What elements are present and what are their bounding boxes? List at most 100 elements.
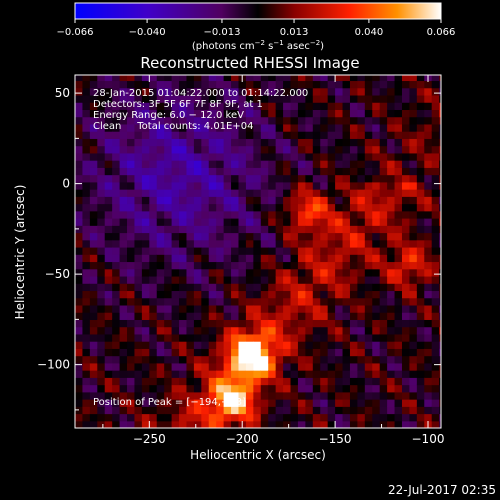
heatmap-cell bbox=[394, 246, 403, 255]
heatmap-cell bbox=[186, 109, 195, 118]
heatmap-cell bbox=[327, 355, 336, 364]
heatmap-cell bbox=[82, 297, 91, 306]
heatmap-cell bbox=[409, 348, 418, 357]
heatmap-cell bbox=[186, 362, 195, 371]
heatmap-cell bbox=[431, 341, 440, 349]
heatmap-cell bbox=[193, 362, 202, 371]
heatmap-cell bbox=[260, 167, 269, 176]
heatmap-cell bbox=[372, 160, 381, 168]
heatmap-cell bbox=[342, 160, 351, 168]
heatmap-cell bbox=[379, 181, 388, 190]
heatmap-cell bbox=[186, 232, 195, 241]
heatmap-cell bbox=[193, 377, 202, 386]
heatmap-cell bbox=[312, 312, 321, 320]
heatmap-cell bbox=[305, 232, 314, 241]
heatmap-cell bbox=[297, 239, 306, 248]
heatmap-cell bbox=[223, 254, 232, 263]
heatmap-cell bbox=[416, 210, 425, 219]
heatmap-cell bbox=[208, 370, 217, 378]
heatmap-cell bbox=[216, 189, 225, 197]
heatmap-cell bbox=[409, 160, 418, 168]
heatmap-cell bbox=[283, 160, 292, 168]
heatmap-cell bbox=[201, 275, 210, 284]
heatmap-cell bbox=[416, 152, 425, 161]
heatmap-cell bbox=[416, 94, 425, 103]
heatmap-cell bbox=[245, 138, 254, 147]
heatmap-cell bbox=[104, 94, 113, 103]
heatmap-cell bbox=[431, 333, 440, 342]
heatmap-cell bbox=[305, 210, 314, 219]
heatmap-cell bbox=[156, 152, 165, 161]
heatmap-cell bbox=[312, 131, 321, 139]
heatmap-cell bbox=[297, 413, 306, 422]
heatmap-cell bbox=[171, 355, 180, 364]
heatmap-cell bbox=[201, 420, 210, 428]
heatmap-cell bbox=[372, 399, 381, 407]
heatmap-cell bbox=[171, 406, 180, 415]
heatmap-cell bbox=[342, 333, 351, 342]
heatmap-cell bbox=[245, 145, 254, 154]
heatmap-cell bbox=[312, 304, 321, 313]
heatmap-cell bbox=[305, 268, 314, 277]
heatmap-cell bbox=[119, 145, 128, 154]
heatmap-cell bbox=[312, 362, 321, 371]
heatmap-cell bbox=[387, 319, 396, 328]
heatmap-cell bbox=[253, 420, 262, 428]
heatmap-cell bbox=[364, 239, 373, 248]
heatmap-cell bbox=[104, 326, 113, 335]
heatmap-cell bbox=[394, 181, 403, 190]
heatmap-cell bbox=[260, 304, 269, 313]
heatmap-cell bbox=[283, 312, 292, 320]
heatmap-cell bbox=[357, 239, 366, 248]
heatmap-cell bbox=[320, 131, 329, 139]
heatmap-cell bbox=[387, 167, 396, 176]
heatmap-cell bbox=[186, 290, 195, 299]
heatmap-cell bbox=[223, 80, 232, 89]
colorbar-ticks: −0.066 −0.040 −0.013 0.013 0.040 0.066 bbox=[56, 19, 455, 38]
heatmap-cell bbox=[416, 174, 425, 183]
heatmap-cell bbox=[409, 152, 418, 161]
heatmap-cell bbox=[179, 348, 188, 357]
heatmap-cell bbox=[424, 312, 433, 320]
heatmap-cell bbox=[179, 174, 188, 183]
heatmap-cell bbox=[179, 304, 188, 313]
heatmap-cell bbox=[216, 370, 225, 378]
heatmap-cell bbox=[401, 268, 411, 277]
heatmap-cell bbox=[104, 413, 113, 422]
heatmap-cell bbox=[416, 218, 425, 226]
heatmap-cell bbox=[357, 355, 366, 364]
heatmap-cell bbox=[193, 304, 202, 313]
heatmap-cell bbox=[119, 406, 128, 415]
heatmap-cell bbox=[312, 326, 321, 335]
heatmap-cell bbox=[439, 319, 441, 328]
heatmap-cell bbox=[268, 246, 277, 255]
heatmap-cell bbox=[216, 312, 225, 320]
heatmap-cell bbox=[179, 362, 188, 371]
heatmap-cell bbox=[401, 319, 411, 328]
heatmap-cell bbox=[156, 333, 165, 342]
heatmap-cell bbox=[387, 196, 396, 205]
heatmap-cell bbox=[82, 80, 91, 89]
heatmap-cell bbox=[439, 131, 441, 139]
heatmap-cell bbox=[283, 196, 292, 205]
heatmap-cell bbox=[186, 348, 195, 357]
heatmap-cell bbox=[156, 181, 165, 190]
heatmap-cell bbox=[112, 160, 121, 168]
heatmap-cell bbox=[349, 362, 358, 371]
heatmap-cell bbox=[156, 312, 165, 320]
heatmap-cell bbox=[439, 239, 441, 248]
heatmap-cell bbox=[245, 355, 254, 364]
heatmap-cell bbox=[357, 341, 366, 349]
heatmap-cell bbox=[401, 391, 411, 400]
heatmap-cell bbox=[216, 94, 225, 103]
heatmap-cell bbox=[312, 174, 321, 183]
heatmap-cell bbox=[82, 406, 91, 415]
heatmap-cell bbox=[372, 94, 381, 103]
heatmap-cell bbox=[141, 174, 150, 183]
heatmap-cell bbox=[164, 239, 173, 248]
heatmap-cell bbox=[327, 109, 336, 118]
heatmap-cell bbox=[275, 355, 284, 364]
heatmap-cell bbox=[312, 384, 321, 393]
heatmap-cell bbox=[327, 304, 336, 313]
heatmap-cell bbox=[223, 196, 232, 205]
